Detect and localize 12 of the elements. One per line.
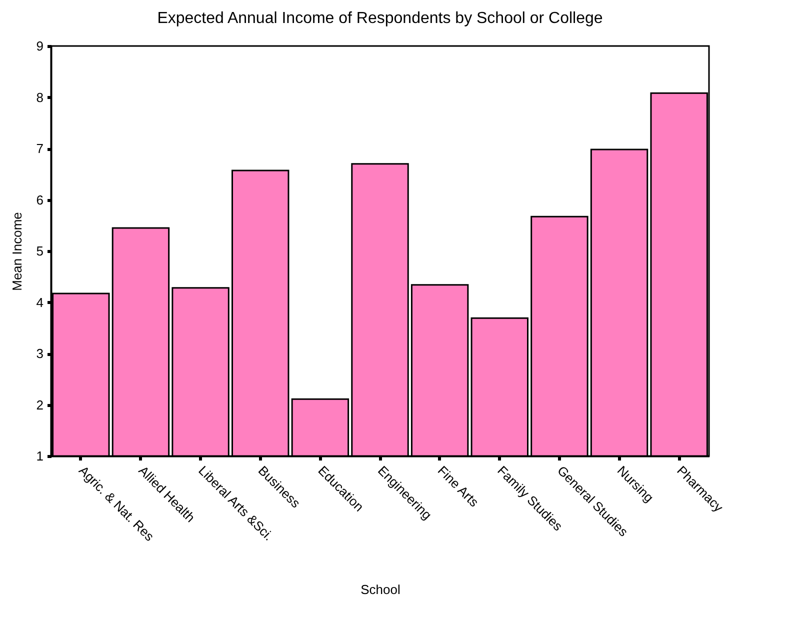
y-tick-label: 8 [36, 90, 44, 105]
y-tick-label: 1 [36, 448, 44, 464]
y-tick-label: 4 [36, 294, 44, 310]
y-tick-label: 5 [36, 244, 44, 258]
y-tick-label: 2 [36, 397, 44, 412]
y-tick-label: 7 [36, 141, 44, 156]
y-axis-title: Mean Income [9, 212, 24, 291]
y-tick-label: 9 [36, 38, 44, 54]
chart-title: Expected Annual Income of Respondents by School or College [157, 10, 603, 27]
y-tick-label: 3 [36, 346, 44, 361]
y-tick-label: 6 [36, 192, 44, 208]
x-axis-title: School [360, 582, 400, 597]
